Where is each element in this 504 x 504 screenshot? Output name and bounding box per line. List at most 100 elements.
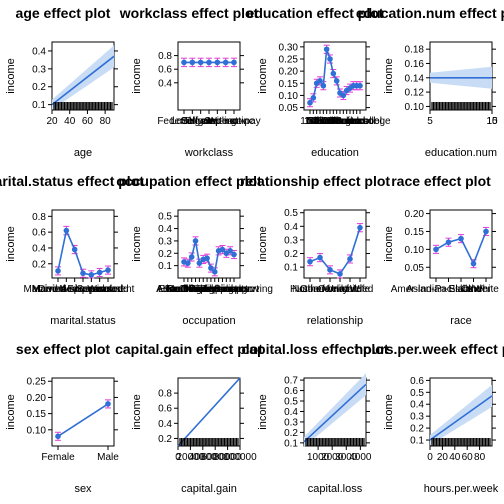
x-tick-label: Not-in-family [292, 284, 348, 295]
x-tick-label: Without-pay [207, 116, 260, 127]
y-tick-label: 0.3 [410, 412, 424, 423]
y-tick-label: 0.4 [284, 407, 298, 418]
y-axis-label: income [383, 58, 395, 93]
x-tick-label: Assoc-acdm [306, 116, 361, 127]
y-tick-label: 0.4 [410, 400, 424, 411]
y-axis-label: income [5, 394, 17, 429]
x-tick-label: Unmarried [327, 284, 374, 295]
data-point [197, 59, 204, 66]
y-tick-label: 0.4 [32, 46, 46, 57]
chart-title: relationship effect plot [240, 173, 390, 189]
x-tick-label: Husband [290, 284, 330, 295]
y-axis-label: income [5, 226, 17, 261]
effect-plot-1: age effect plot income age 0.1 0.2 0.3 0.4 20 40… [5, 5, 118, 159]
chart-title: race effect plot [391, 173, 491, 189]
data-point [80, 270, 86, 277]
y-tick-label: 0.2 [32, 259, 46, 270]
x-tick-label: Amer-Indian-Eskimo [391, 284, 482, 295]
x-tick-label: Prof-specialty [188, 284, 249, 295]
x-tick-label: 80 [474, 452, 486, 463]
x-axis-label: education.num [425, 147, 497, 159]
data-point [333, 78, 340, 84]
effect-plot-7: relationship effect plot income relationsh… [240, 173, 390, 327]
data-point [181, 59, 187, 66]
y-tick-label: 0.3 [32, 64, 46, 75]
x-tick-label: Asian-Pac-Islander [406, 284, 491, 295]
x-tick-label: 0 [175, 452, 181, 463]
chart-title: capital.gain effect plot [115, 341, 263, 357]
data-point [330, 70, 337, 77]
plot-frame [177, 377, 241, 447]
effect-plot-10: capital.gain effect plot income capital.ga… [115, 341, 263, 495]
x-tick-label: Masters [332, 116, 368, 127]
y-tick-label: 0.15 [405, 227, 425, 238]
x-tick-label: Private [185, 116, 217, 127]
chart-title: age effect plot [16, 5, 111, 21]
data-point [55, 268, 61, 274]
y-tick-label: 0.20 [279, 67, 299, 78]
plot-frame [429, 209, 493, 279]
data-point [317, 254, 323, 261]
chart-title: marital.status effect plot [0, 173, 144, 189]
chart-title: sex effect plot [16, 341, 110, 357]
data-point [231, 59, 237, 66]
data-point [208, 265, 214, 271]
x-tick-label: 15 [486, 116, 498, 127]
data-point [307, 99, 313, 106]
y-tick-label: 0.3 [284, 417, 298, 428]
y-axis-label: income [131, 58, 143, 93]
y-tick-label: 0.20 [27, 393, 47, 404]
data-point [96, 269, 103, 276]
x-tick-label: Tech-support [201, 284, 259, 295]
x-tick-label: 3000 [335, 452, 358, 463]
data-point [337, 271, 343, 277]
x-tick-label: 12th [307, 116, 326, 127]
x-axis-label: sex [74, 483, 92, 495]
y-tick-label: 0.2 [32, 82, 46, 93]
x-axis-label: marital.status [50, 315, 116, 327]
x-tick-label: 2000 [321, 452, 344, 463]
y-tick-label: 0.6 [410, 376, 424, 387]
data-point [307, 258, 313, 265]
x-tick-label: Married-civ-spouse [32, 284, 117, 295]
x-tick-label: 80000 [214, 452, 242, 463]
y-tick-label: 0.1 [158, 261, 172, 272]
data-point [222, 59, 229, 66]
y-tick-label: 0.4 [284, 222, 298, 233]
series-line [309, 49, 360, 104]
x-tick-label: Wife [350, 284, 370, 295]
data-point [433, 246, 439, 253]
x-tick-label: Adm-clerical [156, 284, 211, 295]
x-tick-label: 9th [323, 116, 337, 127]
x-tick-label: 11th [304, 116, 323, 127]
x-tick-label: Black [449, 284, 474, 295]
plot-frame [429, 377, 493, 447]
x-axis-label: education [311, 147, 359, 159]
y-axis-label: income [383, 394, 395, 429]
y-tick-label: 0.4 [32, 243, 46, 254]
x-axis-label: occupation [182, 315, 235, 327]
plot-frame [51, 41, 115, 111]
y-tick-label: 0.7 [284, 376, 298, 387]
y-axis-label: income [131, 394, 143, 429]
plot-frame [51, 209, 115, 279]
plot-frame [51, 377, 115, 447]
x-tick-label: 10th [300, 116, 319, 127]
data-point [204, 255, 210, 262]
chart-title: workclass effect plot [119, 5, 259, 21]
x-tick-label: Married-spouse-absent [32, 284, 135, 295]
x-tick-label: Sales [214, 284, 239, 295]
y-tick-label: 0.8 [32, 212, 46, 223]
data-point [63, 227, 70, 234]
data-point [185, 260, 191, 266]
y-tick-label: 0.25 [27, 377, 47, 388]
data-point [55, 433, 61, 440]
y-tick-label: 0.1 [284, 263, 298, 274]
data-point [189, 59, 196, 66]
x-tick-label: Preschool [331, 116, 375, 127]
chart-title: occupation effect plot [116, 173, 262, 189]
x-tick-label: Protective-serv [189, 284, 256, 295]
y-tick-label: 0.18 [405, 45, 425, 56]
y-tick-label: 0.25 [279, 55, 299, 66]
